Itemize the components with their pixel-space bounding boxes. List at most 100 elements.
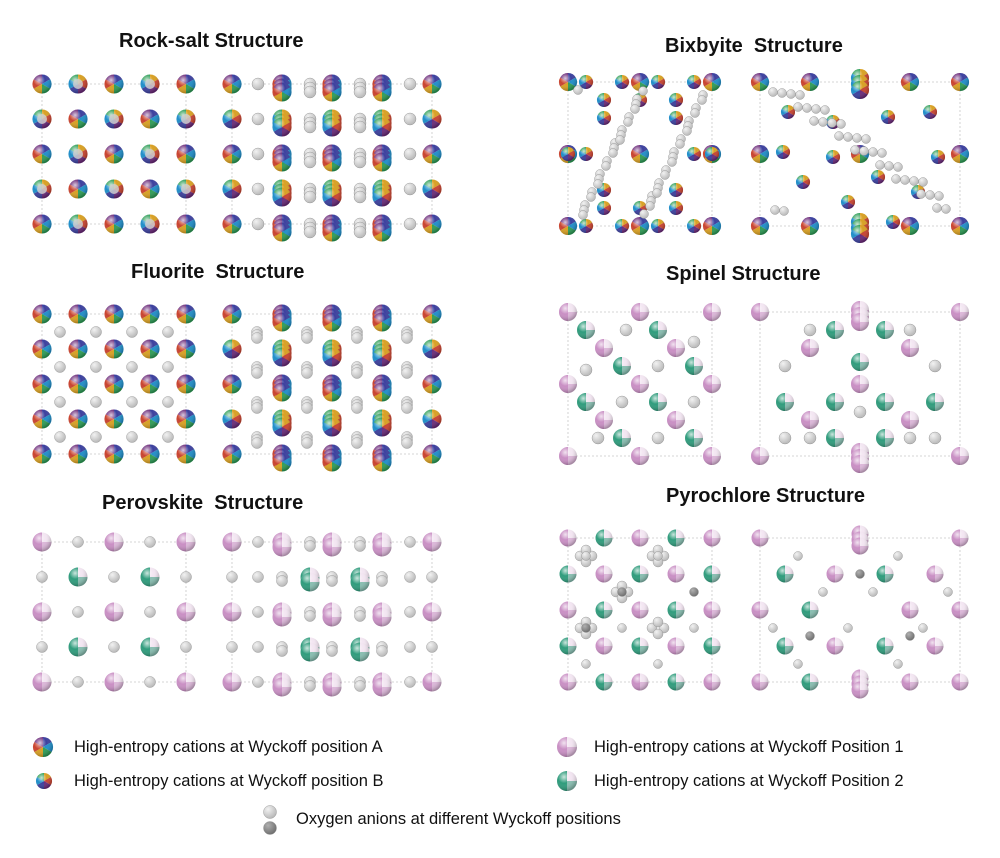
cation-site-2 [559,637,577,655]
oxygen-anion [859,146,869,156]
cation-site-1 [559,529,577,547]
cation-site-1 [631,375,649,393]
oxygen-anion [72,536,84,548]
cation-site-1 [559,673,577,691]
oxygen-anion [690,108,700,118]
cation-site-1 [32,532,52,552]
spinel-title: Spinel Structure [666,263,821,285]
bixbyite-panel [548,62,980,248]
cation-a [751,145,769,163]
oxygen-anion [301,367,313,379]
oxygen-anion [404,676,416,688]
bixbyite-title: Bixbyite Structure [665,35,843,57]
cation-a [272,117,292,137]
cation-b [579,75,593,89]
oxygen-anion [326,575,338,587]
cation-a [422,74,442,94]
cation-site-2 [876,565,894,583]
oxygen-anion [304,610,316,622]
oxygen-anion [351,367,363,379]
oxygen-anion [820,105,830,115]
cation-site-1 [322,537,342,557]
cation-a [703,73,721,91]
cation-b [615,75,629,89]
cation-site-1 [559,375,577,393]
oxygen-anion [126,431,138,443]
cation-site-2 [685,429,703,447]
wyckoff-2-icon [556,770,578,797]
oxygen-anion [615,135,625,145]
cation-b [923,105,937,119]
cation-b [651,75,665,89]
oxygen-anion [353,225,367,239]
oxygen-anion [162,361,174,373]
cation-site-1 [926,565,944,583]
oxygen-anion [818,117,828,127]
cation-a [272,312,292,332]
cation-a [272,82,292,102]
oxygen-anion [303,120,317,134]
cation-a [631,217,649,235]
oxygen-anion [108,641,120,653]
pyrochlore-panel [548,516,980,706]
cation-a [176,374,196,394]
cation-site-1 [559,303,577,321]
oxygen-anion [811,104,821,114]
cation-a [801,217,819,235]
oxygen-anion [54,326,66,338]
cation-site-1 [703,447,721,465]
oxygen-anion [586,192,596,202]
oxygen-anion [401,367,413,379]
cation-a [272,187,292,207]
oxygen-anion [401,402,413,414]
cation-a [104,304,124,324]
cation-site-2 [667,529,685,547]
cation-site-1 [951,673,969,691]
cation-a [751,73,769,91]
cation-a [32,304,52,324]
cation-site-2 [685,357,703,375]
cation-a [631,73,649,91]
cation-site-1 [422,532,442,552]
oxygen-anion [301,437,313,449]
oxygen-anion [778,359,792,373]
cation-a [176,339,196,359]
oxygen-anion [916,189,926,199]
oxygen-anion-dark [905,631,915,641]
cation-a [32,374,52,394]
oxygen-anion [615,395,629,409]
oxygen-anion [934,191,944,201]
oxygen-anion [793,551,803,561]
oxygen-anion [162,396,174,408]
oxygen-anion [426,641,438,653]
oxygen-anion [353,190,367,204]
cation-a [222,74,242,94]
cation-a [422,144,442,164]
cation-a [422,339,442,359]
cation-site-2 [876,637,894,655]
cation-a [222,179,242,199]
oxygen-anion [403,147,417,161]
cation-site-1 [667,565,685,583]
oxygen-anion [943,587,953,597]
cation-b [669,111,683,125]
oxygen-anion [652,188,662,198]
oxygen-anion [836,119,846,129]
oxygen-anion [675,139,685,149]
cation-site-1 [322,677,342,697]
rocksalt-title: Rock-salt Structure [119,30,304,52]
cation-a [901,217,919,235]
cation-a [68,409,88,429]
cation-site-1 [372,537,392,557]
oxygen-anion [403,112,417,126]
cation-a [68,444,88,464]
cation-a [222,109,242,129]
cation-site-1 [901,601,919,619]
oxygen-anion [689,623,699,633]
oxygen-anion [928,431,942,445]
cation-site-2 [631,637,649,655]
cation-a [372,347,392,367]
oxygen-anion [579,363,593,377]
cation-site-1 [703,303,721,321]
cation-site-1 [272,607,292,627]
